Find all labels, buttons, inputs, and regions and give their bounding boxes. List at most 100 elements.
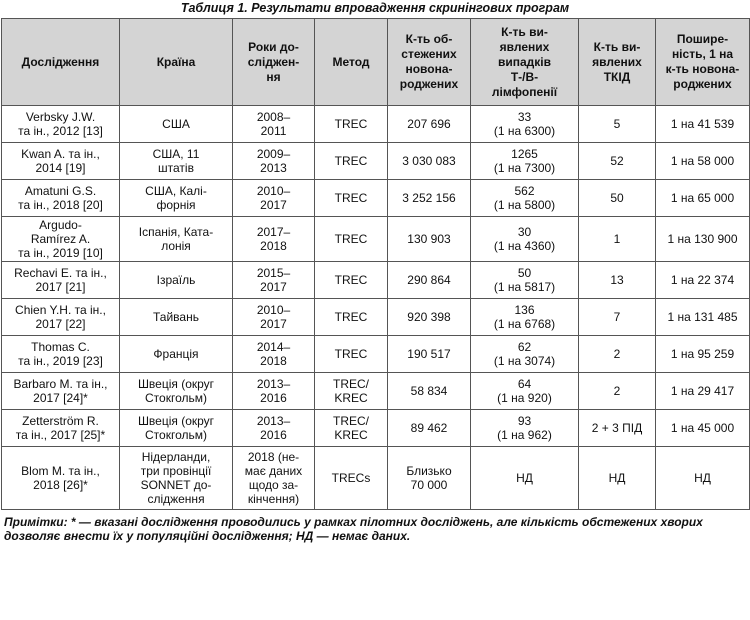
cell-scid: 13	[578, 261, 656, 299]
header-years: Роки до- сліджен- ня	[232, 18, 315, 106]
cell-study: Argudo- Ramírez A. та ін., 2019 [10]	[1, 216, 120, 262]
cell-screened: 58 834	[387, 372, 471, 410]
header-row: Дослідження Країна Роки до- сліджен- ня …	[1, 18, 750, 106]
cell-prevalence: 1 на 29 417	[655, 372, 750, 410]
cell-scid: 2	[578, 372, 656, 410]
cell-years: 2018 (не- має даних щодо за- кінчення)	[232, 446, 315, 510]
cell-scid: 5	[578, 105, 656, 143]
table-row: Zetterström R. та ін., 2017 [25]* Швеція…	[1, 409, 750, 447]
cell-prevalence: 1 на 65 000	[655, 179, 750, 217]
table-row: Barbaro M. та ін., 2017 [24]* Швеція (ок…	[1, 372, 750, 410]
cell-method: TREC	[314, 298, 388, 336]
cell-study: Chien Y.H. та ін., 2017 [22]	[1, 298, 120, 336]
cell-method: TREC	[314, 142, 388, 180]
cell-screened: 920 398	[387, 298, 471, 336]
cell-country: Швеція (округ Стокгольм)	[119, 409, 233, 447]
cell-method: TREC	[314, 179, 388, 217]
cell-method: TRECs	[314, 446, 388, 510]
cell-study: Thomas C. та ін., 2019 [23]	[1, 335, 120, 373]
cell-years: 2017– 2018	[232, 216, 315, 262]
header-scid-cases: К-ть ви- явлених ТКІД	[578, 18, 656, 106]
cell-screened: 3 252 156	[387, 179, 471, 217]
cell-country: Ізраїль	[119, 261, 233, 299]
cell-study: Barbaro M. та ін., 2017 [24]*	[1, 372, 120, 410]
header-country: Країна	[119, 18, 233, 106]
cell-years: 2008– 2011	[232, 105, 315, 143]
cell-prevalence: 1 на 41 539	[655, 105, 750, 143]
header-newborns-screened: К-ть об- стежених новона- роджених	[387, 18, 471, 106]
cell-years: 2009– 2013	[232, 142, 315, 180]
cell-prevalence: 1 на 131 485	[655, 298, 750, 336]
cell-lymphopenia: 30 (1 на 4360)	[470, 216, 579, 262]
cell-screened: 190 517	[387, 335, 471, 373]
cell-prevalence: 1 на 95 259	[655, 335, 750, 373]
cell-country: США	[119, 105, 233, 143]
cell-study: Zetterström R. та ін., 2017 [25]*	[1, 409, 120, 447]
header-method: Метод	[314, 18, 388, 106]
cell-lymphopenia: НД	[470, 446, 579, 510]
cell-lymphopenia: 1265 (1 на 7300)	[470, 142, 579, 180]
cell-scid: 50	[578, 179, 656, 217]
cell-prevalence: 1 на 45 000	[655, 409, 750, 447]
header-lymphopenia-cases: К-ть ви- явлених випадків Т-/В- лімфопен…	[470, 18, 579, 106]
cell-screened: 3 030 083	[387, 142, 471, 180]
cell-lymphopenia: 93 (1 на 962)	[470, 409, 579, 447]
cell-prevalence: 1 на 58 000	[655, 142, 750, 180]
cell-screened: 130 903	[387, 216, 471, 262]
screening-results-table: Дослідження Країна Роки до- сліджен- ня …	[1, 18, 750, 510]
cell-scid: 52	[578, 142, 656, 180]
cell-years: 2010– 2017	[232, 179, 315, 217]
cell-method: TREC	[314, 105, 388, 143]
table-row: Thomas C. та ін., 2019 [23] Франція 2014…	[1, 335, 750, 373]
cell-years: 2013– 2016	[232, 372, 315, 410]
cell-country: США, 11 штатів	[119, 142, 233, 180]
table-row: Argudo- Ramírez A. та ін., 2019 [10] Ісп…	[1, 216, 750, 262]
cell-lymphopenia: 33 (1 на 6300)	[470, 105, 579, 143]
cell-country: Франція	[119, 335, 233, 373]
cell-prevalence: 1 на 130 900	[655, 216, 750, 262]
cell-screened: 290 864	[387, 261, 471, 299]
cell-country: Іспанія, Ката- лонія	[119, 216, 233, 262]
table-row: Blom M. та ін., 2018 [26]* Нідерланди, т…	[1, 446, 750, 510]
table-row: Chien Y.H. та ін., 2017 [22] Тайвань 201…	[1, 298, 750, 336]
cell-lymphopenia: 136 (1 на 6768)	[470, 298, 579, 336]
cell-screened: 207 696	[387, 105, 471, 143]
table-footnote: Примітки: * — вказані дослідження провод…	[4, 515, 703, 543]
table-row: Amatuni G.S. та ін., 2018 [20] США, Калі…	[1, 179, 750, 217]
cell-study: Rechavi E. та ін., 2017 [21]	[1, 261, 120, 299]
cell-lymphopenia: 562 (1 на 5800)	[470, 179, 579, 217]
header-study: Дослідження	[1, 18, 120, 106]
cell-screened: Близько 70 000	[387, 446, 471, 510]
cell-country: Тайвань	[119, 298, 233, 336]
cell-scid: 7	[578, 298, 656, 336]
table-caption: Таблиця 1. Результати впровадження скрин…	[180, 1, 570, 15]
cell-method: TREC/ KREC	[314, 372, 388, 410]
cell-country: США, Калі- форнія	[119, 179, 233, 217]
cell-scid: 1	[578, 216, 656, 262]
cell-years: 2010– 2017	[232, 298, 315, 336]
cell-years: 2015– 2017	[232, 261, 315, 299]
cell-study: Kwan A. та ін., 2014 [19]	[1, 142, 120, 180]
cell-country: Нідерланди, три провінції SONNET до- слі…	[119, 446, 233, 510]
cell-study: Amatuni G.S. та ін., 2018 [20]	[1, 179, 120, 217]
cell-study: Verbsky J.W. та ін., 2012 [13]	[1, 105, 120, 143]
cell-method: TREC	[314, 335, 388, 373]
cell-study: Blom M. та ін., 2018 [26]*	[1, 446, 120, 510]
cell-scid: 2	[578, 335, 656, 373]
cell-method: TREC	[314, 216, 388, 262]
cell-lymphopenia: 62 (1 на 3074)	[470, 335, 579, 373]
cell-prevalence: 1 на 22 374	[655, 261, 750, 299]
cell-years: 2013– 2016	[232, 409, 315, 447]
cell-scid: 2 + 3 ПІД	[578, 409, 656, 447]
table-row: Verbsky J.W. та ін., 2012 [13] США 2008–…	[1, 105, 750, 143]
cell-scid: НД	[578, 446, 656, 510]
cell-years: 2014– 2018	[232, 335, 315, 373]
cell-country: Швеція (округ Стокгольм)	[119, 372, 233, 410]
header-prevalence: Пошире- ність, 1 на к-ть новона- роджени…	[655, 18, 750, 106]
cell-lymphopenia: 50 (1 на 5817)	[470, 261, 579, 299]
table-row: Rechavi E. та ін., 2017 [21] Ізраїль 201…	[1, 261, 750, 299]
cell-lymphopenia: 64 (1 на 920)	[470, 372, 579, 410]
cell-screened: 89 462	[387, 409, 471, 447]
cell-method: TREC	[314, 261, 388, 299]
cell-prevalence: НД	[655, 446, 750, 510]
